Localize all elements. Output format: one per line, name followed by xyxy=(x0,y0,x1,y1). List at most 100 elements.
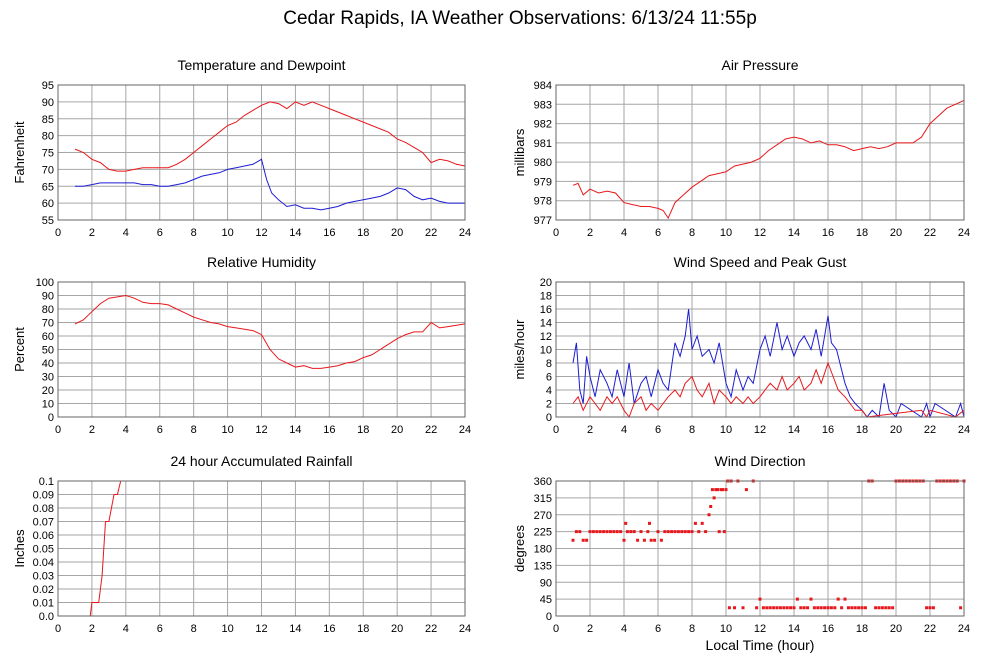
data-point xyxy=(806,606,810,610)
x-tick-label: 12 xyxy=(255,227,267,239)
plot-frame xyxy=(555,84,965,221)
series-line-pressure xyxy=(572,99,965,220)
x-tick-label: 4 xyxy=(123,227,129,239)
data-point xyxy=(891,606,895,610)
x-tick-label: 8 xyxy=(689,227,695,239)
data-point xyxy=(755,606,759,610)
data-point xyxy=(712,496,716,500)
panel-temperature-dewpoint: 0 2 4 6 8 10 12 14 16 18 20 22 24556065707580859095T… xyxy=(12,57,471,239)
x-tick-label: 2 xyxy=(587,227,593,239)
data-point xyxy=(761,606,765,610)
data-point xyxy=(598,530,602,534)
y-tick-label: 360 xyxy=(534,476,552,488)
data-point xyxy=(877,606,881,610)
data-point xyxy=(615,530,619,534)
x-tick-label: 16 xyxy=(822,227,834,239)
data-point xyxy=(829,606,833,610)
x-tick-label: 24 xyxy=(958,424,970,436)
y-tick-label: 10 xyxy=(540,345,552,357)
series-line-rainfall xyxy=(75,480,465,617)
data-point xyxy=(683,530,687,534)
x-tick-label: 24 xyxy=(459,424,471,436)
x-tick-label: 22 xyxy=(924,623,936,635)
data-point xyxy=(775,606,779,610)
x-tick-label: 4 xyxy=(621,227,627,239)
y-tick-label: 95 xyxy=(42,80,54,92)
y-tick-label: 180 xyxy=(534,544,552,556)
x-tick-label: 10 xyxy=(720,424,732,436)
y-tick-label: 982 xyxy=(534,119,552,131)
data-point xyxy=(642,538,646,542)
data-point xyxy=(795,597,799,601)
x-tick-label: 22 xyxy=(924,424,936,436)
y-tick-label: 12 xyxy=(540,331,552,343)
x-tick-label: 24 xyxy=(459,227,471,239)
data-point xyxy=(826,606,830,610)
y-tick-label: 20 xyxy=(42,385,54,397)
x-tick-label: 4 xyxy=(621,424,627,436)
x-tick-label: 0 xyxy=(553,424,559,436)
data-point xyxy=(619,530,623,534)
x-tick-label: 16 xyxy=(323,424,335,436)
x-tick-label: 12 xyxy=(754,424,766,436)
data-point xyxy=(860,606,864,610)
x-tick-label: 2 xyxy=(587,623,593,635)
plot-frame xyxy=(57,480,466,617)
data-point xyxy=(727,606,731,610)
data-point xyxy=(670,530,674,534)
plot-frame xyxy=(555,480,965,617)
y-tick-label: 16 xyxy=(540,304,552,316)
y-tick-label: 981 xyxy=(534,138,552,150)
y-tick-label: 0 xyxy=(546,611,552,623)
x-tick-label: 0 xyxy=(55,623,61,635)
x-tick-label: 2 xyxy=(587,424,593,436)
data-point xyxy=(768,606,772,610)
y-tick-label: 70 xyxy=(42,164,54,176)
data-point xyxy=(690,530,694,534)
y-tick-label: 0.06 xyxy=(33,530,54,542)
data-point xyxy=(880,606,884,610)
x-tick-label: 12 xyxy=(754,227,766,239)
y-tick-label: 85 xyxy=(42,114,54,126)
x-tick-label: 22 xyxy=(425,424,437,436)
series-line-dewpoint xyxy=(75,158,465,211)
x-tick-label: 10 xyxy=(720,227,732,239)
x-tick-label: 10 xyxy=(221,424,233,436)
data-point xyxy=(850,606,854,610)
data-point xyxy=(697,530,701,534)
data-point xyxy=(809,597,813,601)
x-tick-label: 2 xyxy=(89,623,95,635)
data-point xyxy=(714,488,718,492)
data-point xyxy=(608,530,612,534)
data-point xyxy=(639,530,643,534)
panel-wind-direction: 0 2 4 6 8 10 12 14 16 18 20 22 240459013518022527031… xyxy=(512,453,970,653)
x-tick-label: 12 xyxy=(255,623,267,635)
data-point xyxy=(836,597,840,601)
data-point xyxy=(659,538,663,542)
data-point xyxy=(722,530,726,534)
data-point xyxy=(653,538,657,542)
y-tick-label: 75 xyxy=(42,148,54,160)
data-point xyxy=(680,530,684,534)
y-tick-label: 0.1 xyxy=(39,476,54,488)
data-point xyxy=(802,606,806,610)
data-point xyxy=(816,606,820,610)
x-tick-label: 10 xyxy=(720,623,732,635)
data-point xyxy=(656,530,660,534)
x-tick-label: 2 xyxy=(89,424,95,436)
x-tick-label: 20 xyxy=(391,227,403,239)
x-tick-label: 8 xyxy=(191,424,197,436)
x-tick-label: 22 xyxy=(425,623,437,635)
x-tick-label: 20 xyxy=(890,623,902,635)
data-point xyxy=(602,530,606,534)
x-tick-label: 20 xyxy=(890,424,902,436)
series-line-wind-speed xyxy=(572,361,965,419)
data-point xyxy=(578,530,582,534)
x-tick-label: 22 xyxy=(425,227,437,239)
y-tick-label: 0.01 xyxy=(33,598,54,610)
y-tick-label: 4 xyxy=(546,385,552,397)
x-tick-label: 8 xyxy=(689,424,695,436)
y-tick-label: 980 xyxy=(534,157,552,169)
data-point xyxy=(721,488,725,492)
y-tick-label: 0.0 xyxy=(39,611,54,623)
